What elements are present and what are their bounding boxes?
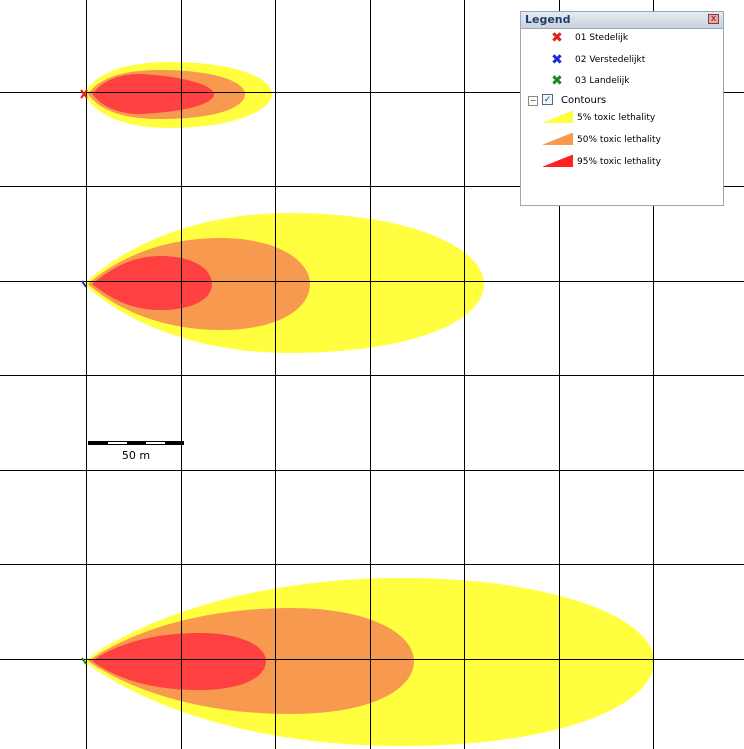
legend-item-verstedelijkt[interactable]: ✖ 02 Verstedelijkt [551, 52, 646, 68]
swatch-95-percent [543, 155, 573, 167]
scale-bar: 50 m [88, 441, 184, 462]
source-marker-landelijk[interactable] [81, 657, 87, 665]
legend-title-bar[interactable]: Legend x [521, 12, 723, 29]
legend-title: Legend [525, 13, 571, 26]
scale-bar-label: 50 m [121, 449, 151, 462]
cross-icon: ✖ [551, 73, 563, 89]
close-icon[interactable]: x [708, 14, 719, 24]
contour-95-stedelijk [92, 74, 214, 114]
legend-item-label: 03 Landelijk [575, 76, 630, 86]
plume-landelijk [84, 578, 654, 746]
legend-item-landelijk[interactable]: ✖ 03 Landelijk [551, 73, 630, 89]
cross-icon: ✖ [551, 52, 563, 68]
contours-checkbox[interactable]: ✓ [542, 94, 553, 105]
swatch-5-percent [543, 111, 573, 123]
source-marker-verstedelijkt[interactable] [81, 280, 87, 288]
plume-stedelijk [84, 62, 272, 128]
collapse-icon[interactable]: − [528, 96, 538, 106]
legend-contour-95-label: 95% toxic lethality [577, 157, 661, 167]
plume-verstedelijkt [84, 213, 484, 353]
scale-bar-graphic [88, 441, 184, 445]
legend-item-label: 01 Stedelijk [575, 33, 629, 43]
contour-95-landelijk [92, 633, 266, 690]
source-marker-stedelijk[interactable] [80, 89, 88, 99]
legend-item-stedelijk[interactable]: ✖ 01 Stedelijk [551, 30, 629, 46]
legend-item-label: 02 Verstedelijkt [575, 55, 646, 65]
legend-contour-50-label: 50% toxic lethality [577, 135, 661, 145]
cross-icon: ✖ [551, 30, 563, 46]
contours-group-label: Contours [561, 95, 607, 106]
legend-contour-5-label: 5% toxic lethality [577, 113, 656, 123]
swatch-50-percent [543, 133, 573, 145]
legend-panel[interactable]: Legend x ✖ 01 Stedelijk ✖ 02 Verstedelij… [520, 11, 724, 206]
